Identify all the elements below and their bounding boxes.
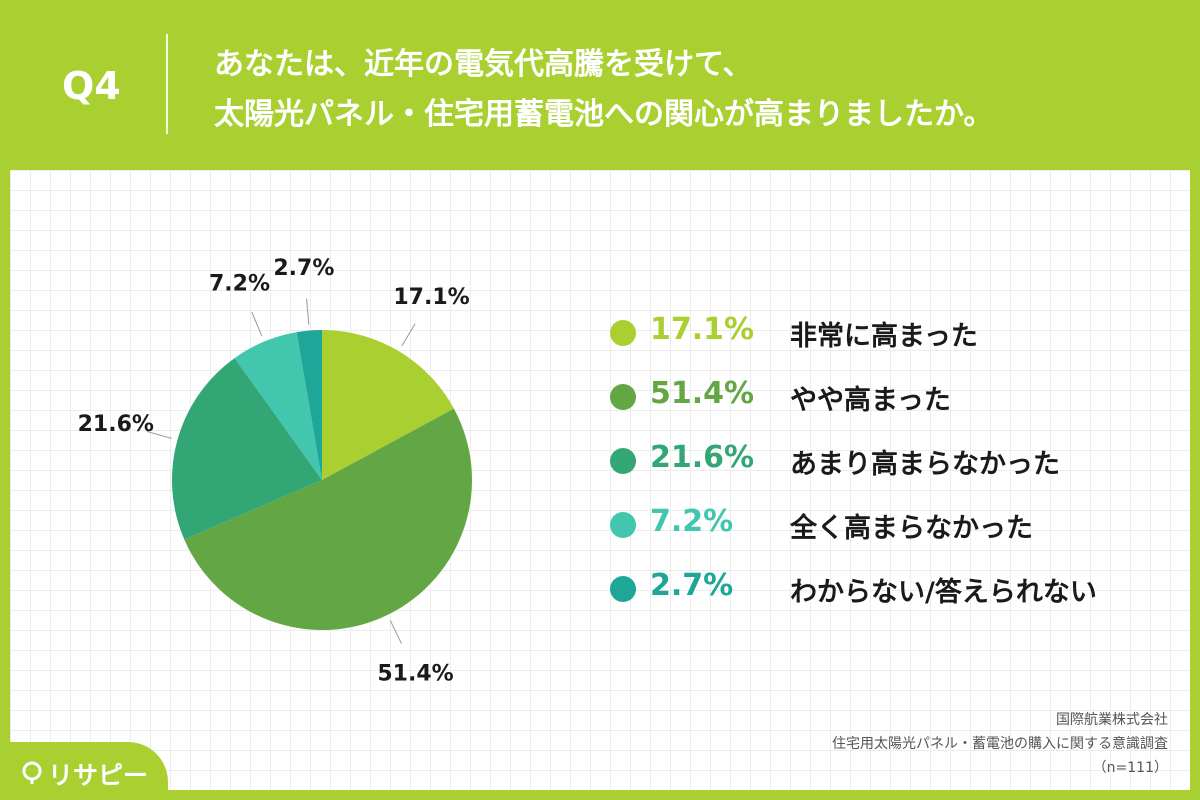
legend-dot	[610, 512, 636, 538]
legend-dot	[610, 576, 636, 602]
legend-label: あまり高まらなかった	[790, 449, 1060, 480]
legend-value: 21.6%	[650, 440, 755, 475]
source-note: 国際航業株式会社 住宅用太陽光パネル・蓄電池の購入に関する意識調査 （n=111…	[832, 708, 1168, 780]
leader-line	[146, 430, 172, 439]
header: Q4 あなたは、近年の電気代高騰を受けて、 太陽光パネル・住宅用蓄電池への関心が…	[0, 0, 1200, 170]
legend-dot	[610, 384, 636, 410]
pie-slice	[184, 408, 472, 630]
pie-value-label: 17.1%	[393, 285, 469, 310]
logo-text: リサピー	[48, 761, 149, 790]
leader-line	[306, 298, 310, 325]
pie-value-label: 21.6%	[78, 412, 154, 437]
leader-line	[251, 311, 263, 337]
pie-value-label: 51.4%	[377, 661, 453, 686]
question-number: Q4	[62, 64, 121, 108]
legend-value: 17.1%	[650, 312, 755, 347]
logo: リサピー	[0, 742, 168, 800]
pie-slice	[171, 358, 322, 540]
leader-line	[389, 620, 403, 644]
pie-value-label: 2.7%	[273, 256, 334, 281]
legend-dot	[610, 320, 636, 346]
source-sample: （n=111）	[1092, 760, 1168, 776]
legend-value: 51.4%	[650, 376, 755, 411]
legend-label: 非常に高まった	[790, 321, 978, 352]
pie-value-label: 7.2%	[209, 272, 270, 297]
question-line-2: 太陽光パネル・住宅用蓄電池への関心が高まりましたか。	[214, 97, 994, 132]
question-text: あなたは、近年の電気代高騰を受けて、 太陽光パネル・住宅用蓄電池への関心が高まり…	[214, 40, 993, 140]
pie-slice	[296, 330, 322, 480]
leader-line	[401, 323, 416, 347]
source-company: 国際航業株式会社	[1056, 712, 1168, 728]
legend-value: 7.2%	[650, 504, 734, 539]
legend-label: 全く高まらなかった	[790, 513, 1033, 544]
logo-mark-icon	[22, 761, 42, 784]
pie-slice	[234, 332, 322, 480]
question-line-1: あなたは、近年の電気代高騰を受けて、	[214, 47, 753, 82]
legend-value: 2.7%	[650, 568, 734, 603]
legend-label: やや高まった	[790, 385, 951, 416]
source-survey: 住宅用太陽光パネル・蓄電池の購入に関する意識調査	[832, 736, 1168, 752]
header-divider	[166, 34, 168, 134]
pie-slice	[322, 330, 454, 480]
legend-label: わからない/答えられない	[790, 577, 1097, 608]
legend-dot	[610, 448, 636, 474]
